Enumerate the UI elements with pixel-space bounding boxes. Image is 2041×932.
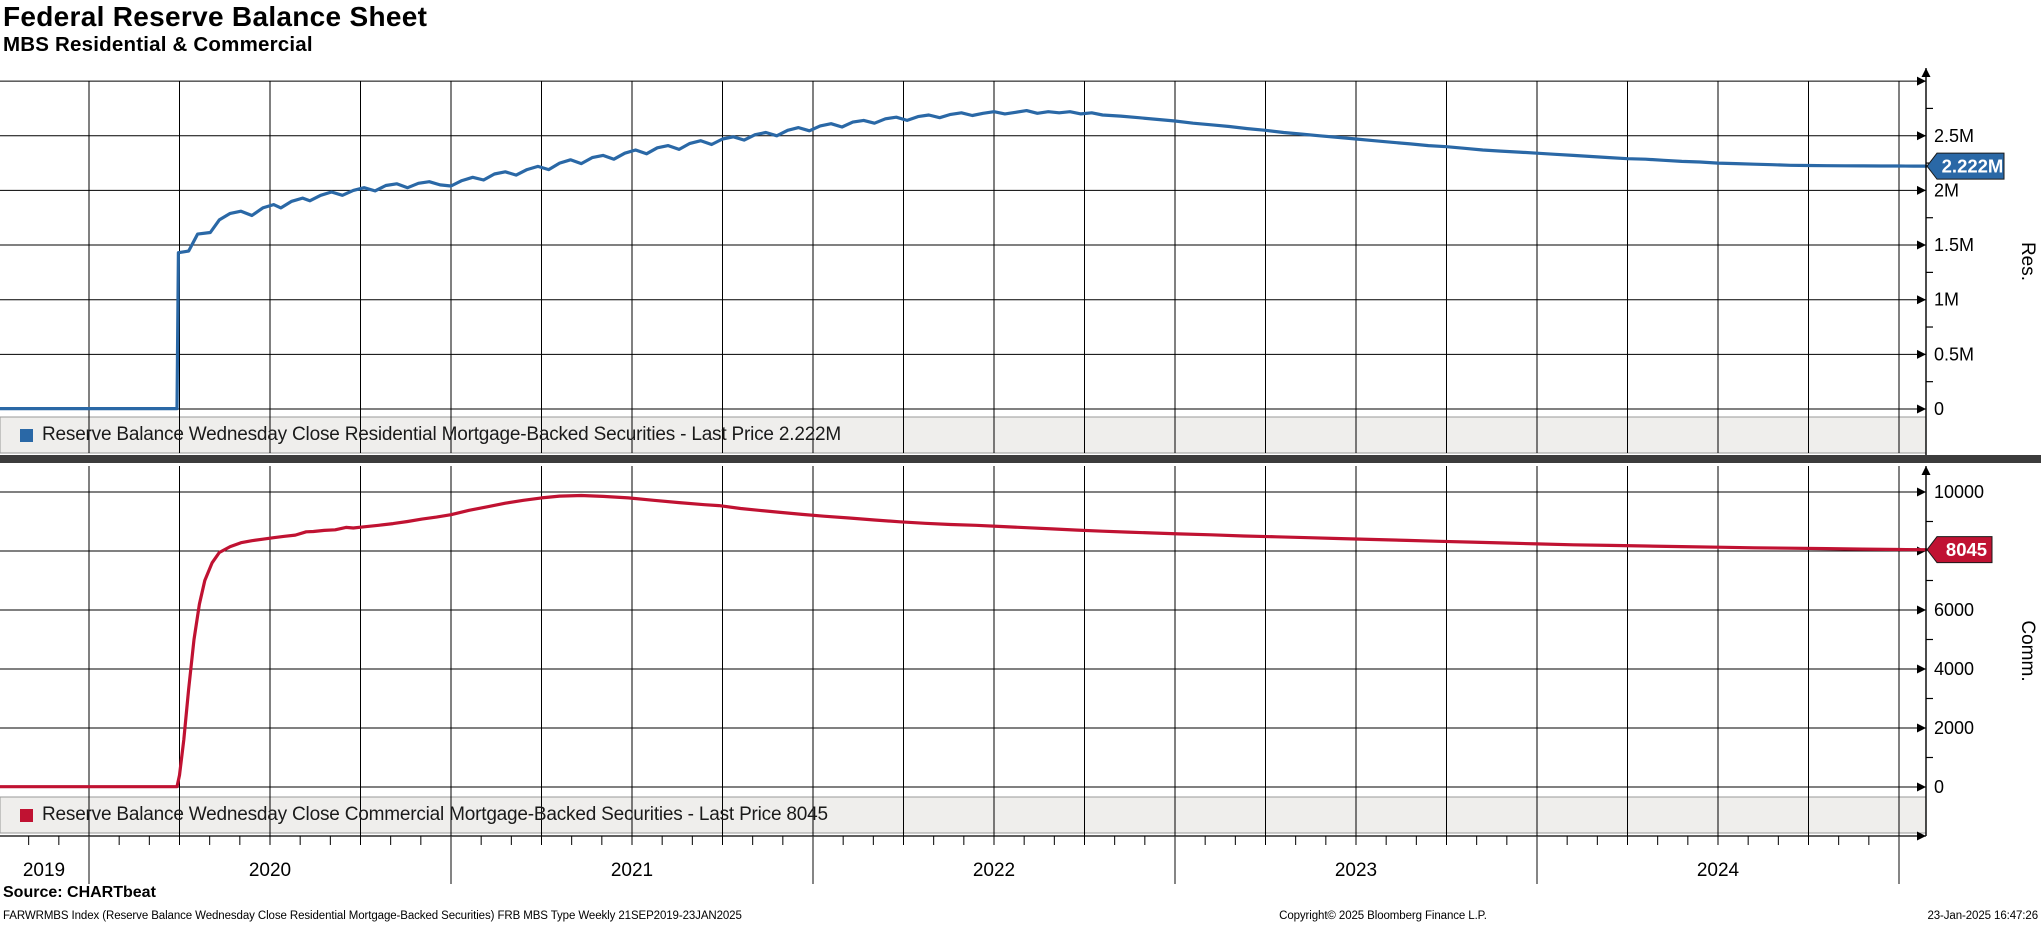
y-tick-label: 1.5M xyxy=(1934,235,1974,255)
commercial-legend-swatch-icon xyxy=(20,808,33,822)
res-axis-title: Res. xyxy=(2017,242,2038,281)
footer-index-description: FARWRMBS Index (Reserve Balance Wednesda… xyxy=(3,910,742,922)
tick-arrow-icon xyxy=(1917,782,1926,792)
panel-separator-bar xyxy=(0,455,2041,463)
legend-strip xyxy=(0,416,1927,454)
tick-arrow-icon xyxy=(1917,487,1926,497)
tick-arrow-icon xyxy=(1917,605,1926,615)
horizontal-gridlines: 0 0.5M 1M 1.5M 2M 2.5M xyxy=(0,76,1974,419)
y-tick-label: 2.5M xyxy=(1934,126,1974,146)
comm-axis-title: Comm. xyxy=(2017,620,2038,681)
legend-residential[interactable]: Reserve Balance Wednesday Close Resident… xyxy=(0,417,1926,453)
y-tick-label: 2000 xyxy=(1934,718,1974,738)
tick-arrow-icon xyxy=(1917,240,1926,250)
last-price-flag-label: 8045 xyxy=(1946,539,1987,560)
year-label: 2021 xyxy=(611,860,653,881)
last-price-flag-label: 2.222M xyxy=(1942,156,2004,177)
residential-last-price-flag xyxy=(1926,152,2005,180)
bottom-panel: 02000400060008000100008045Comm. xyxy=(0,466,2038,841)
residential-legend-label: Reserve Balance Wednesday Close Resident… xyxy=(42,424,842,445)
tick-arrow-icon xyxy=(1917,349,1926,359)
commercial-legend-label: Reserve Balance Wednesday Close Commerci… xyxy=(42,804,828,825)
top-panel: 0 0.5M 1M 1.5M 2M 2.5M 2.222M Res. xyxy=(0,68,2038,455)
y-axis-arrow-icon xyxy=(1921,466,1931,475)
residential-legend-swatch-icon xyxy=(20,428,33,442)
year-label: 2023 xyxy=(1335,860,1377,881)
vertical-gridlines xyxy=(88,466,1900,836)
tick-arrow-icon xyxy=(1917,76,1926,86)
y-minor-ticks xyxy=(1926,107,1933,383)
y-tick-label: 10000 xyxy=(1934,482,1984,502)
commercial-last-price-flag xyxy=(1926,536,1993,564)
vertical-gridlines xyxy=(88,81,1900,453)
tick-arrow-icon xyxy=(1917,295,1926,305)
y-tick-label: 0 xyxy=(1934,777,1944,797)
tick-arrow-icon xyxy=(1917,404,1926,414)
y-tick-label: 4000 xyxy=(1934,659,1974,679)
y-minor-ticks xyxy=(1926,520,1933,759)
page-title: Federal Reserve Balance Sheet xyxy=(3,1,428,32)
legend-commercial[interactable]: Reserve Balance Wednesday Close Commerci… xyxy=(0,797,1926,833)
y-tick-label: 0 xyxy=(1934,399,1944,419)
year-label: 2022 xyxy=(973,860,1015,881)
tick-arrow-icon xyxy=(1917,723,1926,733)
y-tick-label: 0.5M xyxy=(1934,344,1974,364)
residential-series-line xyxy=(0,108,1928,411)
year-label: 2020 xyxy=(249,860,291,881)
footer-copyright: Copyright© 2025 Bloomberg Finance L.P. xyxy=(1279,910,1487,922)
source-line: Source: CHARTbeat xyxy=(3,884,156,901)
y-tick-label: 2M xyxy=(1934,180,1959,200)
commercial-series-line xyxy=(0,493,1928,789)
year-label: 2019 xyxy=(23,860,65,881)
chart-subtitle: MBS Residential & Commercial xyxy=(3,33,313,56)
tick-arrow-icon xyxy=(1917,185,1926,195)
footer-timestamp: 23-Jan-2025 16:47:26 xyxy=(1927,910,2038,922)
horizontal-gridlines: 0200040006000800010000 xyxy=(0,482,1984,797)
tick-arrow-icon xyxy=(1917,664,1926,674)
y-tick-label: 6000 xyxy=(1934,600,1974,620)
y-tick-label: 1M xyxy=(1934,290,1959,310)
x-axis: 2019 2020 2021 2022 2023 2024 xyxy=(23,836,1900,884)
tick-arrow-icon xyxy=(1917,131,1926,141)
x-axis-arrow-icon xyxy=(1917,831,1926,841)
year-label: 2024 xyxy=(1697,860,1740,881)
y-axis-arrow-icon xyxy=(1921,68,1931,77)
